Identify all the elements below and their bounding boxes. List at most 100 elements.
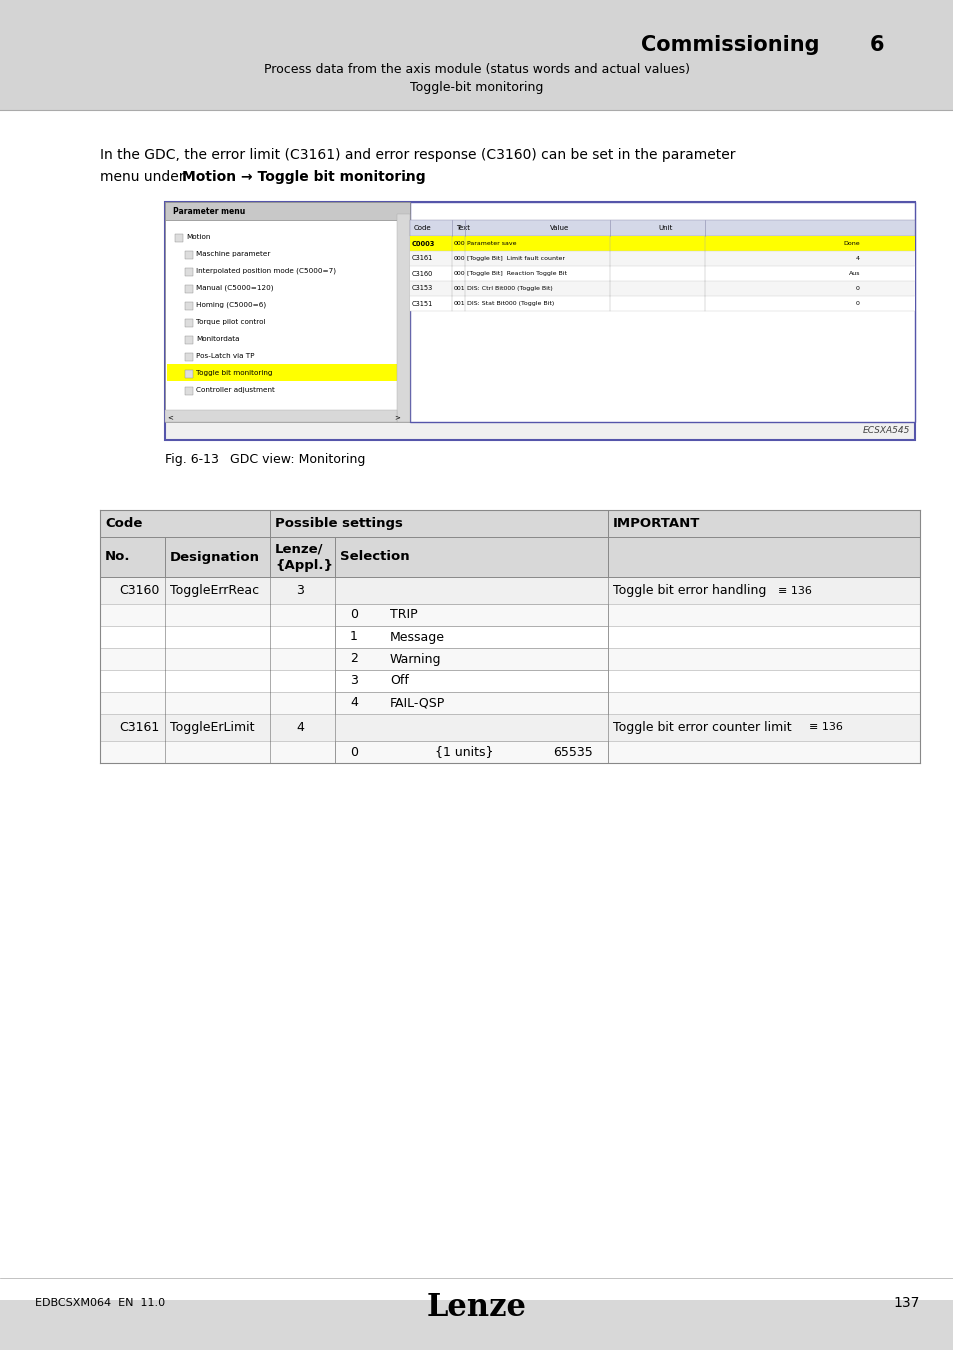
Bar xyxy=(410,296,914,310)
Text: 6: 6 xyxy=(869,35,883,55)
Bar xyxy=(335,741,607,763)
Bar xyxy=(185,285,193,293)
Text: DIS: Stat Bit000 (Toggle Bit): DIS: Stat Bit000 (Toggle Bit) xyxy=(467,301,554,306)
Text: {1 units}: {1 units} xyxy=(435,745,493,759)
Bar xyxy=(410,236,914,251)
Text: Torque pilot control: Torque pilot control xyxy=(195,319,265,325)
Text: Parameter save: Parameter save xyxy=(467,242,516,246)
Text: Toggle bit error counter limit: Toggle bit error counter limit xyxy=(613,721,791,734)
Text: 4: 4 xyxy=(350,697,357,710)
Text: C3153: C3153 xyxy=(412,285,433,292)
Bar xyxy=(185,352,193,360)
Text: 0: 0 xyxy=(350,745,357,759)
Text: Process data from the axis module (status words and actual values): Process data from the axis module (statu… xyxy=(264,63,689,77)
Text: [Toggle Bit]  Limit fault counter: [Toggle Bit] Limit fault counter xyxy=(467,256,564,261)
Text: Done: Done xyxy=(842,242,859,246)
Text: DIS: Ctrl Bit000 (Toggle Bit): DIS: Ctrl Bit000 (Toggle Bit) xyxy=(467,286,552,292)
Bar xyxy=(165,410,396,423)
Text: 1: 1 xyxy=(350,630,357,644)
Text: Value: Value xyxy=(550,225,569,231)
Text: IMPORTANT: IMPORTANT xyxy=(613,517,700,531)
Text: No.: No. xyxy=(105,551,131,563)
Bar xyxy=(185,370,193,378)
Text: Selection: Selection xyxy=(339,551,409,563)
Bar xyxy=(185,387,193,396)
Text: Toggle-bit monitoring: Toggle-bit monitoring xyxy=(410,81,543,95)
Text: Possible settings: Possible settings xyxy=(274,517,402,531)
Text: 4: 4 xyxy=(855,256,859,261)
Bar xyxy=(0,109,953,1300)
Bar xyxy=(335,693,607,714)
Text: Motion → Toggle bit monitoring: Motion → Toggle bit monitoring xyxy=(182,170,425,184)
Text: ≡ 136: ≡ 136 xyxy=(778,586,811,595)
Text: Toggle bit monitoring: Toggle bit monitoring xyxy=(195,370,273,377)
Text: Controller adjustment: Controller adjustment xyxy=(195,387,274,393)
Text: Text: Text xyxy=(456,225,470,231)
Text: ≡ 136: ≡ 136 xyxy=(808,722,842,733)
Text: Off: Off xyxy=(390,675,409,687)
Bar xyxy=(185,251,193,259)
Bar xyxy=(410,251,914,266)
Text: In the GDC, the error limit (C3161) and error response (C3160) can be set in the: In the GDC, the error limit (C3161) and … xyxy=(100,148,735,162)
Text: C3151: C3151 xyxy=(412,301,433,306)
Text: 0: 0 xyxy=(855,301,859,306)
Text: Aus: Aus xyxy=(847,271,859,275)
Text: Warning: Warning xyxy=(390,652,441,666)
Bar xyxy=(0,0,953,109)
Text: C3160: C3160 xyxy=(119,585,160,597)
Text: Motion: Motion xyxy=(186,234,211,240)
Text: C3161: C3161 xyxy=(412,255,433,262)
Text: Parameter menu: Parameter menu xyxy=(172,207,245,216)
Bar xyxy=(165,202,914,440)
Bar xyxy=(100,510,919,537)
Text: ToggleErrReac: ToggleErrReac xyxy=(170,585,259,597)
Bar xyxy=(410,220,914,236)
Bar xyxy=(174,234,183,242)
Bar xyxy=(100,603,919,626)
Text: TRIP: TRIP xyxy=(390,609,417,621)
Text: .: . xyxy=(403,170,408,184)
Text: 3: 3 xyxy=(350,675,357,687)
Text: C0003: C0003 xyxy=(412,240,435,247)
Text: Monitordata: Monitordata xyxy=(195,336,239,342)
Text: Manual (C5000=120): Manual (C5000=120) xyxy=(195,285,274,292)
Text: Code: Code xyxy=(414,225,431,231)
Text: Code: Code xyxy=(105,517,142,531)
Bar xyxy=(335,603,607,626)
Text: 4: 4 xyxy=(295,721,304,734)
Bar xyxy=(185,336,193,344)
Bar xyxy=(185,302,193,311)
Text: 0: 0 xyxy=(855,286,859,292)
Bar xyxy=(100,693,919,714)
Text: [Toggle Bit]  Reaction Toggle Bit: [Toggle Bit] Reaction Toggle Bit xyxy=(467,271,566,275)
Bar xyxy=(165,202,410,423)
Bar xyxy=(165,202,410,220)
Bar xyxy=(100,648,919,670)
Text: 2: 2 xyxy=(350,652,357,666)
Bar xyxy=(410,281,914,296)
Text: 65535: 65535 xyxy=(553,745,593,759)
Bar xyxy=(335,626,607,648)
Text: FAIL-QSP: FAIL-QSP xyxy=(390,697,445,710)
Text: Fig. 6-13: Fig. 6-13 xyxy=(165,454,218,467)
Text: 137: 137 xyxy=(893,1296,919,1310)
Text: Designation: Designation xyxy=(170,551,260,563)
Bar xyxy=(335,670,607,693)
Text: 3: 3 xyxy=(295,585,304,597)
Text: ToggleErLimit: ToggleErLimit xyxy=(170,721,254,734)
Text: Lenze/
{Appl.}: Lenze/ {Appl.} xyxy=(274,541,333,572)
Bar xyxy=(396,215,410,423)
Bar xyxy=(185,319,193,327)
Text: <: < xyxy=(167,414,172,420)
Text: Unit: Unit xyxy=(658,225,672,231)
Text: menu under: menu under xyxy=(100,170,189,184)
Text: 000: 000 xyxy=(454,271,465,275)
Text: Message: Message xyxy=(390,630,444,644)
Bar xyxy=(100,626,919,648)
Text: Lenze: Lenze xyxy=(427,1292,526,1323)
Text: Interpolated position mode (C5000=7): Interpolated position mode (C5000=7) xyxy=(195,267,335,274)
Text: GDC view: Monitoring: GDC view: Monitoring xyxy=(230,454,365,467)
Text: Toggle bit error handling: Toggle bit error handling xyxy=(613,585,765,597)
Text: 0: 0 xyxy=(350,609,357,621)
Bar xyxy=(100,670,919,693)
